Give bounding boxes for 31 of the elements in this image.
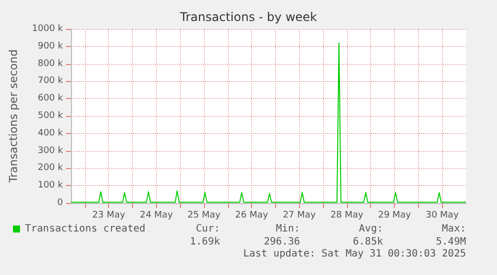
y-tick-label: 800 k [38, 58, 64, 69]
y-tick-label: 500 k [38, 111, 64, 121]
text: 296.36 [264, 236, 300, 248]
text: Cur: [196, 224, 220, 234]
y-tick-label: 100 k [38, 180, 64, 191]
y-tick-label: 700 k [38, 76, 64, 86]
text: 6.85k [352, 236, 383, 248]
x-tick-label: 23 May [92, 210, 126, 220]
y-tick-label: 1000 k [32, 24, 64, 34]
text: Avg: [358, 224, 383, 234]
text: 1.69k [190, 236, 220, 248]
x-tick-label: 30 May [426, 210, 460, 220]
x-tick-label: 28 May [330, 210, 364, 220]
y-tick-label: 400 k [38, 128, 64, 138]
x-tick-label: 24 May [140, 210, 174, 220]
text: Last update: Sat May 31 00:30:03 2025 [243, 248, 466, 260]
y-tick-label: 0 [57, 198, 64, 208]
chart-title: Transactions - by week [179, 10, 318, 24]
x-tick-label: 29 May [378, 210, 412, 220]
x-tick-label: 26 May [235, 210, 269, 220]
text: Max: [442, 224, 466, 234]
y-tick-label: 900 k [38, 41, 64, 52]
y-tick-label: 300 k [38, 146, 64, 156]
text: Min: [276, 224, 300, 234]
x-tick-label: 25 May [188, 210, 222, 220]
legend-label: Transactions created [25, 224, 146, 234]
y-tick-label: 600 k [38, 94, 64, 104]
x-tick-label: 27 May [282, 210, 316, 220]
y-tick-label: 200 k [38, 163, 64, 174]
y-axis-title: Transactions per second [7, 49, 20, 184]
text: 5.49M [436, 236, 466, 248]
